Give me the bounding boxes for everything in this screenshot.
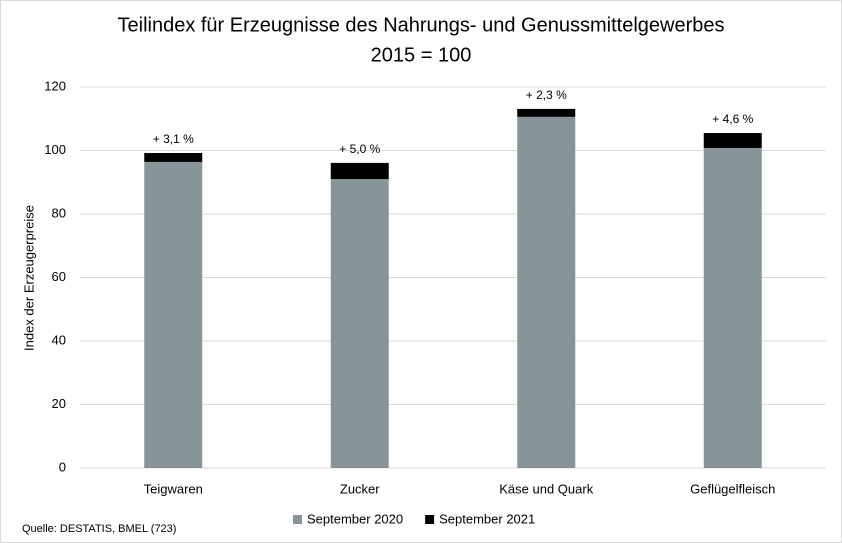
bar-segment xyxy=(144,161,203,468)
legend-swatch xyxy=(425,515,435,524)
bar-segment xyxy=(517,108,576,117)
annotation: + 5,0 % xyxy=(339,142,380,156)
bar-segment xyxy=(144,153,203,162)
legend-label: September 2021 xyxy=(439,511,535,526)
legend-swatch xyxy=(293,515,302,524)
x-tick-label: Käse und Quark xyxy=(499,481,593,496)
bar-segment xyxy=(330,162,389,180)
bar-segment xyxy=(517,116,576,468)
y-tick-label: 120 xyxy=(44,78,66,93)
x-tick-label: Zucker xyxy=(340,481,380,496)
chart-subtitle: 2015 = 100 xyxy=(371,44,472,66)
y-tick-label: 80 xyxy=(52,205,66,220)
bar-segment xyxy=(703,133,762,148)
y-tick-label: 40 xyxy=(52,332,66,347)
y-axis-label: Index der Erzeugerpreise xyxy=(21,205,36,351)
bar-segment xyxy=(703,147,762,468)
chart-title: Teilindex für Erzeugnisse des Nahrungs- … xyxy=(118,14,725,36)
bar-segment xyxy=(330,179,389,468)
y-tick-label: 0 xyxy=(59,459,66,474)
y-tick-label: 100 xyxy=(44,142,66,157)
annotation: + 4,6 % xyxy=(712,112,753,126)
annotation: + 3,1 % xyxy=(153,132,194,146)
legend-label: September 2020 xyxy=(307,511,403,526)
annotation: + 2,3 % xyxy=(526,88,567,102)
source: Quelle: DESTATIS, BMEL (723) xyxy=(22,523,176,535)
y-tick-label: 60 xyxy=(52,269,66,284)
x-tick-label: Geflügelfleisch xyxy=(690,481,775,496)
x-tick-label: Teigwaren xyxy=(144,481,203,496)
y-tick-label: 20 xyxy=(52,396,66,411)
